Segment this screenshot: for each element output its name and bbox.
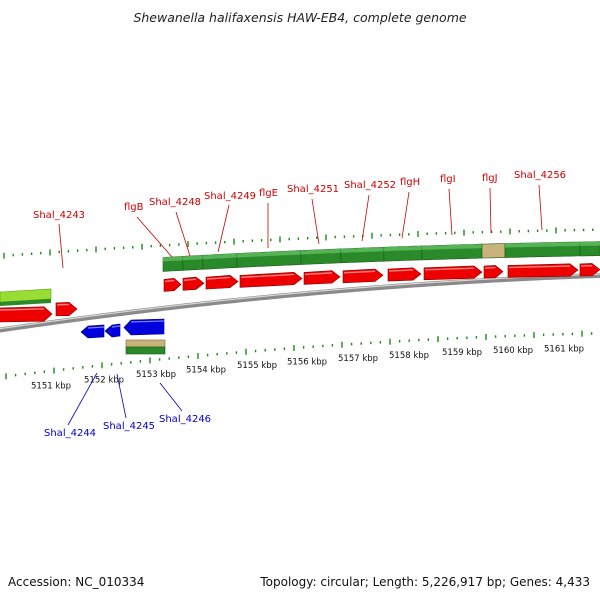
forward-gene-segment-highlight xyxy=(384,245,422,252)
reverse-cds-arrow xyxy=(104,323,121,338)
gene-leader-line xyxy=(58,223,64,269)
scale-tick-label: 5156 kbp xyxy=(287,357,327,367)
forward-gene-segment-highlight xyxy=(203,253,237,260)
gene-label-forward: Shal_4252 xyxy=(344,180,396,191)
reverse-cds-arrow-highlight xyxy=(111,325,121,328)
forward-cds-arrow-highlight xyxy=(164,279,175,283)
forward-cds-arrow xyxy=(483,265,504,279)
scale-tick-label: 5158 kbp xyxy=(389,351,429,361)
outer-scale-ticks xyxy=(3,227,594,259)
genome-backbone-highlight xyxy=(0,273,600,330)
forward-cds-arrow xyxy=(205,274,239,290)
scale-tick-label: 5151 kbp xyxy=(31,381,71,391)
scale-tick-label: 5161 kbp xyxy=(544,344,584,354)
gene-label-forward: flgB xyxy=(124,202,144,213)
forward-gene-segment xyxy=(0,298,51,306)
gene-label-forward: Shal_4251 xyxy=(287,184,339,195)
gene-leader-line xyxy=(175,211,191,257)
gene-leader-line xyxy=(538,184,543,231)
reverse-cds-arrow-highlight xyxy=(130,320,165,323)
forward-cds-arrow xyxy=(507,263,579,278)
forward-cds-arrow xyxy=(342,268,384,284)
forward-cds-arrow-highlight xyxy=(343,270,376,274)
forward-cds-arrow-highlight xyxy=(304,272,333,276)
forward-gene-segment xyxy=(481,243,506,259)
gene-leader-line xyxy=(116,373,127,419)
gene-label-forward: Shal_4243 xyxy=(33,210,85,221)
forward-gene-segment-highlight xyxy=(301,248,341,255)
reverse-gene-segment xyxy=(125,346,166,355)
gene-label-forward: Shal_4249 xyxy=(204,191,256,202)
forward-cds-arrow xyxy=(0,306,53,323)
forward-cds-arrow xyxy=(55,301,78,317)
forward-cds-arrow-shape xyxy=(303,270,341,285)
gene-label-forward: Shal_4256 xyxy=(514,170,566,181)
forward-cds-arrow xyxy=(303,270,341,285)
inner-scale-ticks xyxy=(5,330,593,380)
forward-gene-segment-highlight xyxy=(341,247,384,253)
gene-leader-line xyxy=(489,187,492,234)
gene-leader-line xyxy=(67,372,98,426)
forward-gene-segment-highlight xyxy=(183,255,203,261)
accession-text: Accession: NC_010334 xyxy=(8,575,145,589)
gene-label-forward: flgJ xyxy=(482,173,498,184)
forward-cds-arrow-highlight xyxy=(388,269,414,272)
forward-cds-arrow-shape xyxy=(0,306,53,323)
gene-label-reverse: Shal_4245 xyxy=(103,421,155,432)
forward-cds-arrow xyxy=(387,267,422,282)
gene-leader-line xyxy=(217,204,230,253)
scale-tick-label: 5155 kbp xyxy=(237,361,277,371)
gene-label-reverse: Shal_4244 xyxy=(44,428,96,439)
scale-tick-label: 5160 kbp xyxy=(493,346,533,356)
gene-leader-line xyxy=(401,191,410,239)
gene-leader-line xyxy=(448,188,453,236)
forward-cds-arrow-shape xyxy=(55,301,78,317)
gene-leader-line xyxy=(311,198,320,245)
forward-cds-arrow-highlight xyxy=(206,276,231,280)
gene-leader-line xyxy=(136,216,173,258)
forward-cds-arrow xyxy=(182,276,205,291)
genome-backbone xyxy=(0,272,600,333)
forward-cds-arrow xyxy=(423,265,483,281)
scale-tick-label: 5153 kbp xyxy=(136,370,176,380)
forward-cds-arrow-highlight xyxy=(508,265,571,269)
forward-gene-segment-highlight xyxy=(422,244,482,250)
gene-label-forward: flgH xyxy=(400,177,420,188)
forward-cds-arrow-shape xyxy=(342,268,384,284)
reverse-cds-arrow-shape xyxy=(104,323,121,338)
reverse-cds-arrow-highlight xyxy=(87,326,105,329)
forward-cds-arrow-highlight xyxy=(183,278,197,282)
forward-gene-segment-highlight xyxy=(163,256,183,262)
gene-leader-line xyxy=(159,382,183,412)
reverse-cds-arrow-shape xyxy=(123,318,165,336)
reverse-cds-arrow xyxy=(80,324,105,339)
forward-cds-arrow-highlight xyxy=(240,273,295,279)
forward-gene-segment-highlight xyxy=(505,242,580,248)
gene-label-forward: flgI xyxy=(440,174,456,185)
gene-label-reverse: Shal_4246 xyxy=(159,414,211,425)
reverse-cds-arrow-shape xyxy=(80,324,105,339)
reverse-cds-arrow xyxy=(123,318,165,336)
gene-label-forward: Shal_4248 xyxy=(149,197,201,208)
gene-label-forward: flgE xyxy=(259,188,278,199)
forward-cds-arrow xyxy=(239,271,303,288)
forward-gene-segment-highlight xyxy=(580,241,600,246)
forward-cds-arrow xyxy=(163,277,182,292)
reverse-gene-segment-pseudo xyxy=(125,339,166,348)
gene-leader-line xyxy=(361,194,370,242)
scale-tick-label: 5159 kbp xyxy=(442,348,482,358)
scale-tick-label: 5157 kbp xyxy=(338,354,378,364)
map-title: Shewanella halifaxensis HAW-EB4, complet… xyxy=(133,10,467,25)
forward-gene-segment-highlight xyxy=(237,250,301,258)
forward-cds-arrow-highlight xyxy=(424,267,475,271)
forward-cds-arrow-highlight xyxy=(0,308,45,311)
genome-summary-text: Topology: circular; Length: 5,226,917 bp… xyxy=(260,575,590,589)
forward-cds-arrow xyxy=(579,263,600,277)
forward-cds-arrow-shape xyxy=(579,263,600,277)
scale-tick-label: 5154 kbp xyxy=(186,365,226,375)
scale-tick-label: 5152 kbp xyxy=(84,375,124,385)
